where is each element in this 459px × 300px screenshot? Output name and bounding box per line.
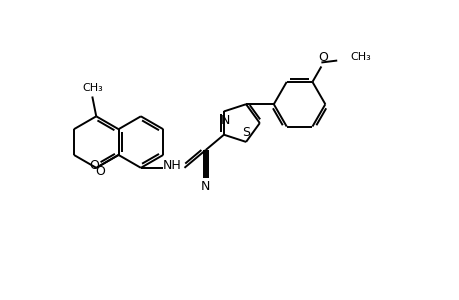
Text: CH₃: CH₃ xyxy=(349,52,370,61)
Text: S: S xyxy=(241,127,250,140)
Text: CH₃: CH₃ xyxy=(82,82,102,93)
Text: O: O xyxy=(89,159,99,172)
Text: N: N xyxy=(201,180,210,193)
Text: O: O xyxy=(95,165,105,178)
Text: N: N xyxy=(221,114,230,127)
Text: NH: NH xyxy=(163,159,182,172)
Text: O: O xyxy=(318,51,328,64)
